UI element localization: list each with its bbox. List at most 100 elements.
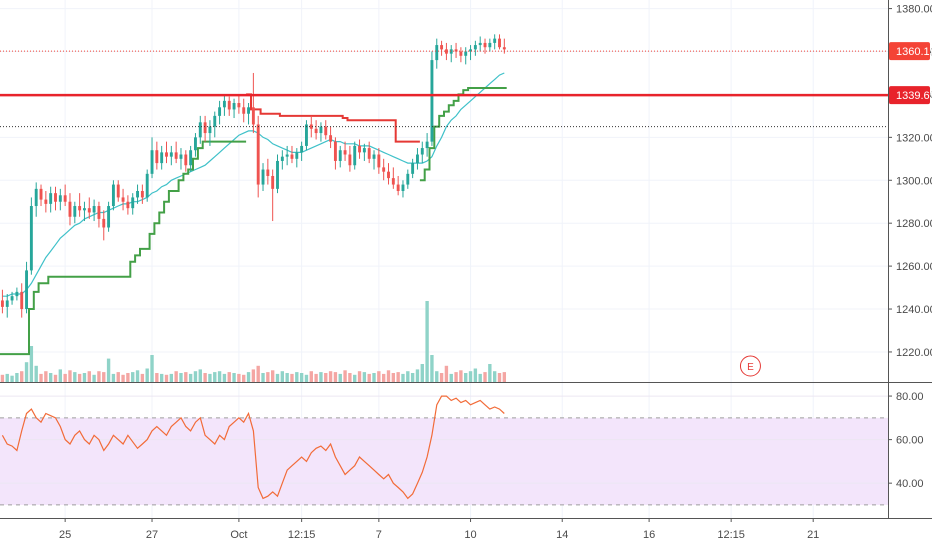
volume-bar [203,373,207,382]
candle [483,38,487,54]
candle [107,201,111,232]
volume-bar [309,371,313,382]
volume-bar [121,374,125,382]
candle-body [478,42,482,46]
volume-bar [386,370,391,382]
candle-body [261,169,265,185]
candle [174,141,178,164]
candle [83,201,86,222]
volume-bar [439,373,444,382]
candle [319,122,323,142]
volume-bar [444,365,449,382]
volume-bar [193,371,198,382]
volume-bar [140,373,145,382]
volume-bar [290,373,294,382]
volume-bar [227,372,231,382]
candle [377,148,381,174]
candle-body [367,148,371,159]
rsi-band [0,395,888,506]
price-tick-label: 1260.00 [896,261,932,273]
volume-bar [15,373,19,382]
candle [266,158,270,185]
candle-body [189,150,193,166]
candle [87,197,91,219]
candle-body [319,126,323,134]
candle-body [25,270,28,310]
volume-bar [217,371,222,382]
earnings-marker[interactable]: E [739,355,761,377]
volume-bar [338,373,342,382]
volume-bar [222,373,227,382]
candle-body [425,141,429,149]
candle-body [387,171,390,179]
candle [324,120,328,140]
candle-body [353,145,357,166]
volume-bar [237,373,241,382]
volume-bar [454,372,458,382]
volume-bar [73,372,77,382]
candle-body [401,184,405,191]
volume-bar [256,365,260,382]
rsi-band-fill [0,417,888,505]
time-tick-label: 27 [146,529,158,541]
candle [150,137,154,179]
volume-bar [348,373,352,382]
candle-body [49,193,53,204]
candle [430,51,434,146]
candle [227,96,231,116]
volume-bar [29,346,34,382]
candle-body [83,208,86,211]
candle-body [391,178,395,185]
candle-body [473,45,477,50]
volume-bar [396,372,400,382]
candle [208,120,212,146]
candle-body [102,218,106,228]
candle-body [464,51,468,56]
candle [20,283,24,318]
candle [63,184,67,207]
candle [194,133,197,157]
candle-body [136,191,139,198]
candle-body [227,100,231,110]
candle [329,126,333,149]
price-tick-label: 1300.00 [896,175,932,187]
volume-bar [415,369,420,382]
volume-bar [155,373,159,382]
price-tick-label: 1280.00 [896,218,932,230]
candle [184,150,188,172]
volume-bar [150,355,154,382]
candle [10,291,14,305]
candle [454,42,458,58]
volume-bar [87,371,91,382]
candle-body [343,150,347,155]
time-tick-label: 21 [807,529,819,541]
candle [406,169,410,189]
time-tick-label: 25 [59,529,71,541]
candle [102,210,106,241]
candle [435,38,439,69]
candle [425,133,429,157]
candle-body [237,103,241,108]
candle [189,145,193,172]
earnings-circle [739,355,761,377]
volume-bar [324,373,328,382]
candle-body [338,150,342,161]
candle-body [256,124,260,185]
candle [0,289,4,314]
candle-body [285,154,289,157]
candle-body [348,154,352,166]
candle [92,199,96,222]
candle-body [377,154,381,168]
price-tag-label: 1339.65 [896,90,932,102]
volume-bar [435,371,439,382]
candle [401,180,405,198]
candle [353,141,357,170]
price-tag-box [889,42,930,61]
candle-body [329,135,333,142]
candle-body [300,145,304,153]
candle [203,115,207,142]
volume-bar [39,373,43,382]
candle-body [271,175,275,189]
candle-body [222,100,226,108]
